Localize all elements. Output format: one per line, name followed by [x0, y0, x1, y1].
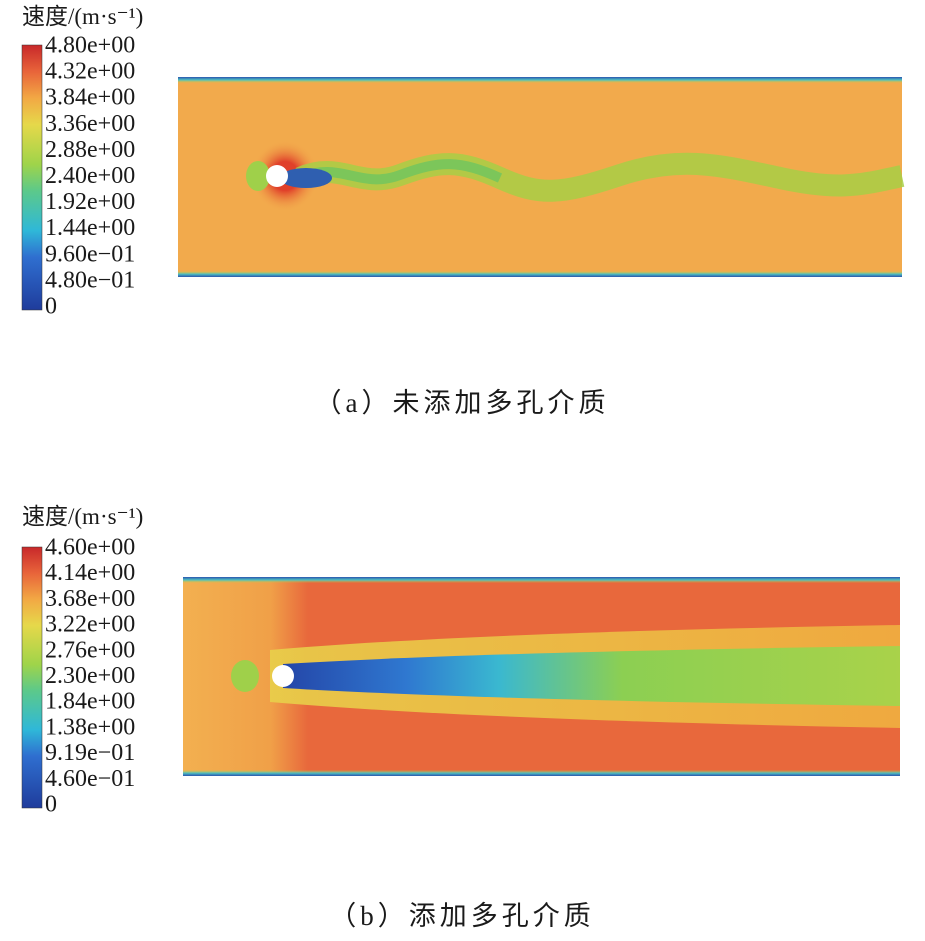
flow-field — [183, 577, 900, 776]
colorbar — [21, 44, 43, 311]
colorbar-label: 4.80e+00 — [45, 33, 135, 59]
colorbar-label: 1.84e+00 — [45, 689, 135, 715]
colorbar-label: 3.68e+00 — [45, 586, 135, 612]
colorbar-title: 速度/(m·s⁻¹) — [22, 504, 143, 529]
flow-field — [178, 77, 905, 277]
caption: （a）未添加多孔介质 — [315, 388, 610, 418]
colorbar-label: 2.88e+00 — [45, 137, 135, 163]
colorbar-label: 0 — [45, 294, 57, 320]
colorbar-label: 9.19e−01 — [45, 740, 135, 766]
colorbar-title: 速度/(m·s⁻¹) — [22, 4, 143, 29]
colorbar-label: 3.22e+00 — [45, 612, 135, 638]
colorbar-label: 4.32e+00 — [45, 59, 135, 85]
colorbar-label: 2.76e+00 — [45, 637, 135, 663]
colorbar-label: 3.84e+00 — [45, 85, 135, 111]
colorbar-label: 1.38e+00 — [45, 714, 135, 740]
caption: （b）添加多孔介质 — [329, 901, 595, 931]
colorbar — [21, 546, 43, 809]
colorbar-label: 1.44e+00 — [45, 215, 135, 241]
colorbar-label: 9.60e−01 — [45, 241, 135, 267]
colorbar-label: 4.14e+00 — [45, 560, 135, 586]
colorbar-label: 2.40e+00 — [45, 163, 135, 189]
colorbar-label: 4.60e+00 — [45, 535, 135, 561]
colorbar-label: 4.80e−01 — [45, 267, 135, 293]
colorbar-label: 1.92e+00 — [45, 189, 135, 215]
colorbar-label: 2.30e+00 — [45, 663, 135, 689]
colorbar-label: 3.36e+00 — [45, 111, 135, 137]
colorbar-label: 4.60e−01 — [45, 766, 135, 792]
colorbar-label: 0 — [45, 792, 57, 818]
